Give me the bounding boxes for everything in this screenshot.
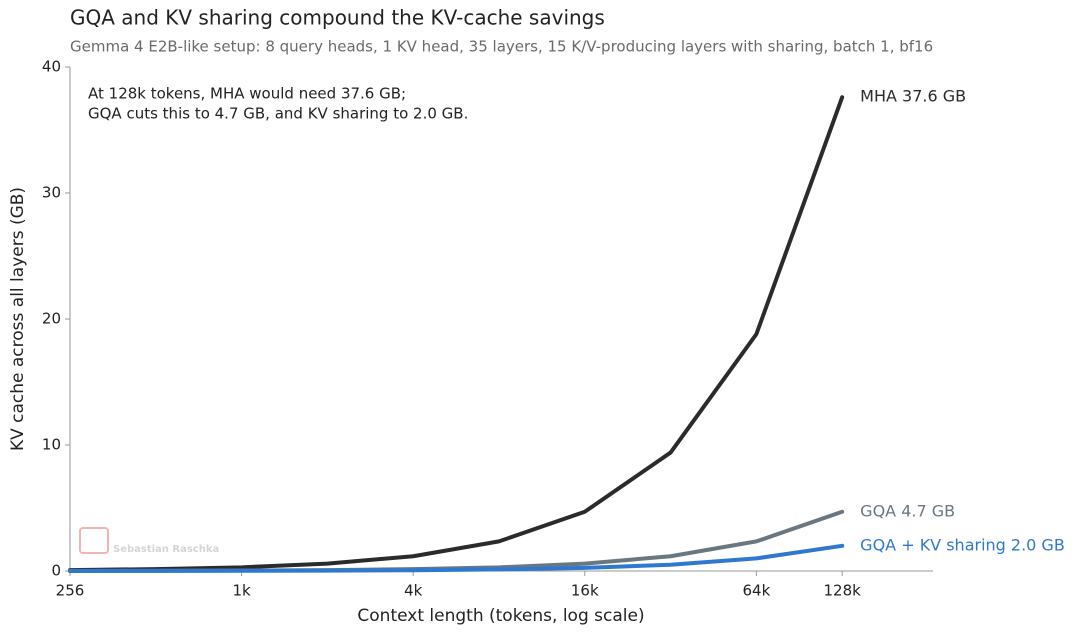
y-tick-label: 10 [42, 436, 61, 454]
annotation: At 128k tokens, MHA would need 37.6 GB; [88, 85, 406, 103]
annotation: GQA cuts this to 4.7 GB, and KV sharing … [88, 105, 468, 123]
y-tick-label: 40 [42, 58, 61, 76]
x-tick-label: 64k [742, 582, 770, 600]
x-axis-label: Context length (tokens, log scale) [357, 606, 644, 626]
series-label: GQA + KV sharing 2.0 GB [860, 535, 1065, 554]
x-tick-label: 1k [232, 582, 251, 600]
y-tick-label: 0 [51, 562, 61, 580]
series-label: MHA 37.6 GB [860, 87, 966, 106]
y-tick-label: 20 [42, 310, 61, 328]
y-tick-label: 30 [42, 184, 61, 202]
watermark: Sebastian Raschka [113, 544, 219, 555]
x-tick-label: 256 [56, 582, 85, 600]
x-tick-label: 4k [404, 582, 423, 600]
y-axis-label: KV cache across all layers (GB) [8, 187, 28, 451]
series-line [68, 543, 845, 573]
x-tick-label: 16k [571, 582, 599, 600]
x-tick-label: 128k [824, 582, 862, 600]
series-label: GQA 4.7 GB [860, 501, 955, 520]
chart-title: GQA and KV sharing compound the KV-cache… [70, 6, 605, 30]
chart-subtitle: Gemma 4 E2B-like setup: 8 query heads, 1… [70, 38, 933, 56]
series-line [68, 95, 845, 573]
watermark-icon [79, 527, 109, 554]
